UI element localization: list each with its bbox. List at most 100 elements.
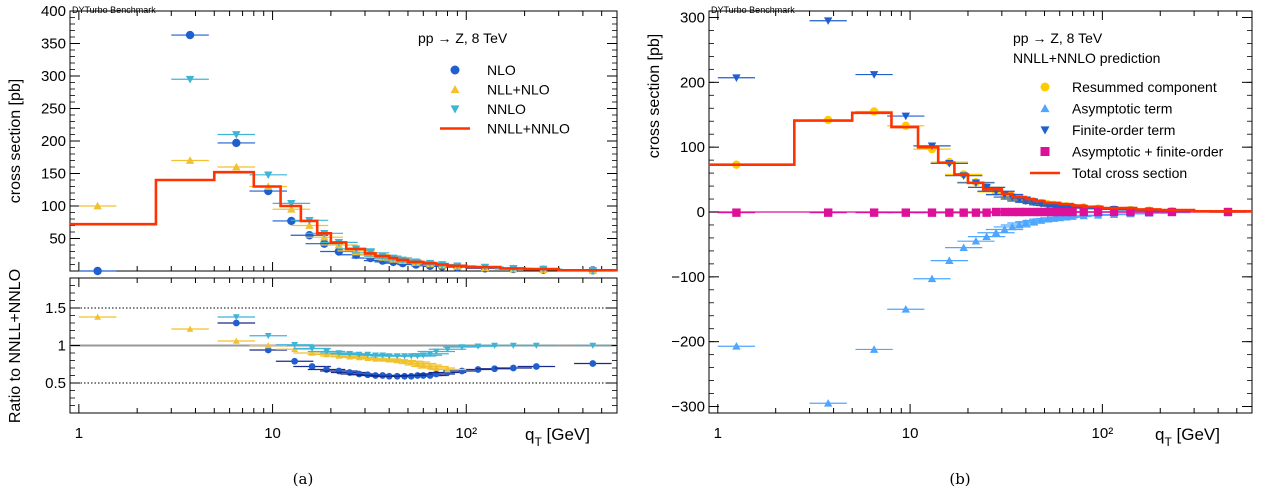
point-b-finite-order-term	[732, 74, 741, 82]
legend-b-swatch	[1040, 82, 1050, 92]
point-a-nll-nlo	[232, 162, 241, 171]
ratio-point-nll-nlo	[186, 325, 194, 332]
ratio-y-label-a: Ratio to NNLL+NNLO	[7, 269, 24, 423]
point-b-asymptotic-finite-order	[982, 208, 991, 217]
ratio-point-nnlo	[432, 348, 440, 355]
point-a-nlo	[320, 239, 329, 248]
point-b-asymptotic-term	[869, 345, 879, 353]
point-b-asymptotic-finite-order	[732, 208, 741, 217]
main-a-ytick-label: 300	[41, 68, 66, 85]
point-b-asymptotic-finite-order	[1167, 207, 1177, 217]
ratio-point-nnlo	[532, 342, 540, 349]
panel-b: DYTurbo Benchmark pp → Z, 8 TeV NNLL+NNL…	[646, 5, 1253, 449]
point-a-nlo	[93, 266, 102, 276]
process-label-b: pp → Z, 8 TeV	[1013, 30, 1103, 46]
point-b-finite-order-term	[869, 71, 879, 79]
point-b-asymptotic-term	[1000, 225, 1009, 233]
ratio-point-nlo	[532, 363, 540, 370]
point-b-asymptotic-term	[1036, 216, 1046, 224]
y-axis-label-b: cross section [pb]	[646, 34, 663, 159]
point-b-asymptotic-term	[945, 256, 954, 264]
point-b-asymptotic-finite-order	[869, 208, 879, 217]
caption-b: (b)	[949, 470, 971, 488]
ratio-point-nnlo	[291, 342, 299, 349]
legend-a-label: NLO	[487, 62, 516, 78]
series-nnll-nnlo-step	[70, 170, 617, 272]
ratio-point-nnlo	[509, 342, 517, 349]
x-axis-sub-b: T	[1164, 435, 1172, 449]
point-a-nll-nlo	[185, 156, 195, 164]
point-b-asymptotic-finite-order	[901, 208, 911, 217]
main-a-ytick-label: 400	[41, 3, 66, 20]
main-a-ytick-label: 100	[41, 198, 66, 215]
ratio-point-nlo	[335, 367, 343, 375]
ratio-a-xtick-label: 10	[264, 425, 281, 442]
main-a-ytick-label: 200	[41, 133, 66, 150]
point-b-asymptotic-term	[823, 399, 833, 407]
ratio-point-nlo	[426, 372, 434, 379]
ratio-point-nlo	[491, 365, 498, 373]
legend-b-label: Asymptotic + finite-order	[1072, 144, 1224, 160]
x-axis-q-a: q	[525, 425, 534, 444]
point-a-nnlo	[232, 131, 241, 139]
ratio-point-nlo	[379, 372, 387, 379]
x-axis-label-b: qT [GeV]	[1155, 425, 1220, 449]
legend-b-swatch	[1040, 147, 1050, 156]
point-b-asymptotic-term	[991, 228, 1001, 237]
process-label-a: pp → Z, 8 TeV	[418, 30, 508, 46]
main-b-ytick-label: 300	[680, 9, 705, 26]
legend-b-swatch	[1040, 126, 1050, 135]
main-b-ytick-label: −100	[671, 269, 705, 286]
main-b-xtick-label: 10	[902, 425, 919, 442]
main-b-ytick-label: 200	[680, 74, 705, 91]
x-axis-unit-a: [GeV]	[542, 425, 590, 444]
point-b-asymptotic-term	[1015, 220, 1024, 229]
ratio-point-nlo	[232, 319, 240, 327]
point-b-asymptotic-finite-order	[1144, 207, 1154, 217]
ratio-point-nlo	[264, 346, 272, 354]
main-a-ytick-label: 50	[49, 231, 66, 248]
ratio-point-nnlo	[264, 333, 272, 340]
legend-a-swatch	[450, 65, 460, 75]
point-a-nnlo	[287, 200, 296, 208]
point-b-asymptotic-term	[732, 342, 741, 350]
legend-a-label: NLL+NLO	[487, 82, 550, 98]
point-b-asymptotic-term	[927, 274, 937, 283]
point-b-finite-order-term	[901, 112, 911, 121]
main-a-ytick-label: 150	[41, 166, 66, 183]
point-b-asymptotic-term	[959, 243, 968, 252]
ratio-point-nll-nlo	[232, 337, 240, 344]
ratio-point-nlo	[474, 366, 482, 373]
point-b-asymptotic-term	[1029, 217, 1039, 226]
ratio-point-nlo	[364, 371, 372, 379]
legend-b-label: Total cross section	[1072, 165, 1187, 181]
ratio-point-nll-nlo	[264, 342, 272, 349]
ratio-point-nnlo	[589, 342, 597, 349]
svg-text:qT [GeV]: qT [GeV]	[525, 425, 590, 449]
banner-b: DYTurbo Benchmark	[711, 5, 795, 15]
point-a-nll-nlo	[287, 205, 296, 213]
legend-a-swatch	[450, 85, 460, 94]
point-b-finite-order-term	[823, 17, 833, 25]
main-a-ytick-label: 250	[41, 101, 66, 118]
point-b-asymptotic-finite-order	[823, 208, 833, 217]
ratio-a-xtick-label: 1	[75, 425, 83, 442]
ratio-point-nlo	[458, 367, 466, 375]
point-b-asymptotic-term	[971, 236, 981, 245]
ratio-point-nlo	[308, 363, 316, 370]
ratio-point-nll-nlo	[444, 366, 451, 373]
point-b-asymptotic-term	[982, 232, 991, 240]
ratio-point-nlo	[355, 370, 363, 378]
main-b-ytick-label: −300	[671, 399, 705, 416]
ratio-point-nlo	[291, 357, 299, 365]
main-b-ytick-label: −200	[671, 334, 705, 351]
legend-a-label: NNLL+NNLO	[487, 121, 570, 137]
point-a-nlo	[305, 231, 314, 240]
point-b-asymptotic-term	[1021, 218, 1031, 227]
point-a-nlo	[232, 138, 241, 148]
point-a-nll-nlo	[305, 221, 314, 229]
main-a-ytick-label: 350	[41, 36, 66, 53]
main-b-xtick-label: 10²	[1092, 425, 1114, 442]
point-b-finite-order-term	[982, 184, 991, 192]
ratio-point-nlo	[509, 364, 517, 372]
